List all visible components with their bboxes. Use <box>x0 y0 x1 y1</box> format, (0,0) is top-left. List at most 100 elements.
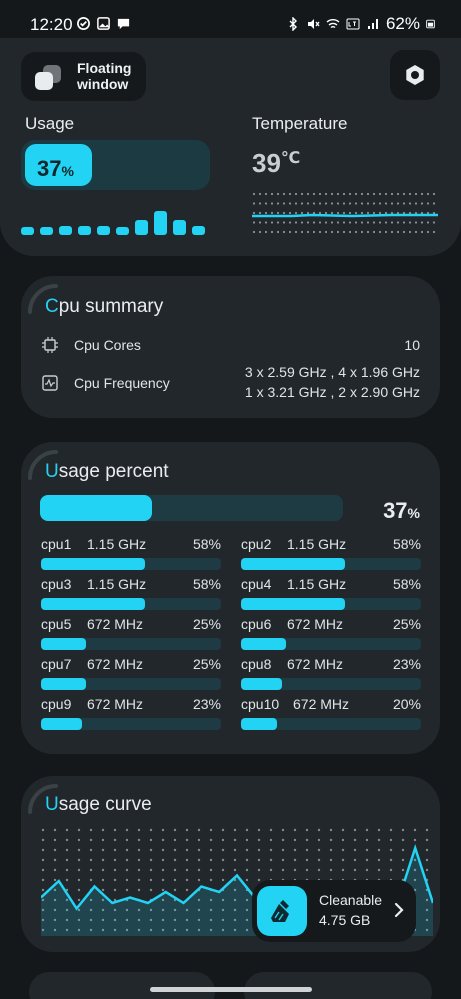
core-usage-fill <box>241 678 283 690</box>
core-usage-track <box>41 678 221 690</box>
temperature-label: Temperature <box>252 114 348 133</box>
usage-history-bar <box>173 220 186 235</box>
usage-history-bar <box>116 227 129 235</box>
battery-icon <box>426 19 435 29</box>
usage-history-bars <box>21 211 205 235</box>
core-percent: 25% <box>192 616 221 632</box>
usage-history-bar <box>192 226 205 235</box>
cleanable-button[interactable]: Cleanable 4.75 GB <box>252 880 416 942</box>
core-frequency: 672 MHz <box>287 616 344 632</box>
core-name: cpu2 <box>241 536 272 552</box>
status-time: 12:20 <box>30 15 73 34</box>
core-frequency: 672 MHz <box>293 696 350 712</box>
bluetooth-icon <box>289 17 297 31</box>
core-percent: 23% <box>192 696 221 712</box>
cpu-frequency-value: 3 x 2.59 GHz , 4 x 1.96 GHz 1 x 3.21 GHz… <box>244 364 420 400</box>
core-usage-fill <box>41 558 146 570</box>
cpu-summary-card: Cpu summary Cpu Cores 10 Cpu Frequency 3… <box>21 276 440 418</box>
core-usage-item: cpu1 1.15 GHz 58% <box>41 536 221 572</box>
core-name: cpu6 <box>241 616 272 632</box>
cleanable-size: 4.75 GB <box>319 912 371 928</box>
battery-percent: 62% <box>385 14 420 33</box>
card-corner-arc <box>28 784 58 814</box>
settings-button[interactable] <box>390 50 440 100</box>
check-circle-icon <box>77 17 90 30</box>
core-usage-item: cpu7 672 MHz 25% <box>41 656 221 692</box>
core-frequency: 672 MHz <box>87 616 144 632</box>
usage-history-bar <box>21 227 34 235</box>
core-usage-item: cpu10 672 MHz 20% <box>241 696 421 732</box>
core-name: cpu8 <box>241 656 272 672</box>
core-percent: 58% <box>192 576 221 592</box>
volte-lte-icon <box>346 18 360 30</box>
chat-bubble-icon <box>117 18 130 30</box>
core-usage-fill <box>241 638 286 650</box>
core-frequency: 1.15 GHz <box>87 576 147 592</box>
gear-icon <box>406 65 424 85</box>
core-name: cpu1 <box>41 536 72 552</box>
core-usage-track <box>241 598 421 610</box>
core-usage-track <box>241 638 421 650</box>
core-percent: 25% <box>192 656 221 672</box>
core-usage-fill <box>41 638 86 650</box>
core-usage-track <box>41 718 221 730</box>
core-usage-item: cpu3 1.15 GHz 58% <box>41 576 221 612</box>
core-name: cpu4 <box>241 576 272 592</box>
usage-bar-fill: 37% <box>25 144 92 186</box>
temperature-graph <box>252 192 438 234</box>
core-name: cpu10 <box>241 696 280 712</box>
broom-icon <box>257 886 307 936</box>
cpu-frequency-label: Cpu Frequency <box>74 375 170 391</box>
core-frequency: 1.15 GHz <box>287 576 347 592</box>
core-usage-item: cpu6 672 MHz 25% <box>241 616 421 652</box>
usage-history-bar <box>154 211 167 235</box>
overall-usage-fill <box>40 495 153 521</box>
core-frequency: 672 MHz <box>87 656 144 672</box>
core-usage-item: cpu8 672 MHz 23% <box>241 656 421 692</box>
chevron-right-icon <box>394 902 404 918</box>
usage-percent-title: Usage percent <box>45 461 169 482</box>
cleanable-label: Cleanable <box>319 892 383 908</box>
core-usage-fill <box>41 718 83 730</box>
core-percent: 58% <box>192 536 221 552</box>
cpu-cores-value: 10 <box>404 337 420 353</box>
cpu-frequency-icon <box>42 375 58 391</box>
core-usage-track <box>41 558 221 570</box>
core-usage-track <box>241 678 421 690</box>
temperature-value: 39℃ <box>252 148 301 178</box>
core-percent: 25% <box>392 616 421 632</box>
usage-history-bar <box>59 226 72 235</box>
core-percent: 20% <box>392 696 421 712</box>
core-name: cpu7 <box>41 656 72 672</box>
core-frequency: 1.15 GHz <box>287 536 347 552</box>
floating-window-button[interactable]: Floating window <box>21 52 146 101</box>
mute-icon <box>307 19 320 29</box>
signal-icon <box>367 19 378 29</box>
core-usage-item: cpu5 672 MHz 25% <box>41 616 221 652</box>
usage-history-bar <box>40 227 53 235</box>
wifi-icon <box>326 19 340 29</box>
usage-bar: 37% <box>21 140 210 190</box>
cpu-chip-icon <box>42 337 58 353</box>
usage-history-bar <box>97 226 110 235</box>
usage-percent-card: Usage percent 37% cpu1 1.15 GHz 58% cpu2 1.1… <box>21 442 440 754</box>
overall-usage-bar <box>40 495 343 521</box>
floating-window-icon <box>35 65 61 90</box>
core-usage-fill <box>41 678 86 690</box>
usage-value: 37% <box>37 156 74 181</box>
top-panel: Floating window Usage 37% Temperature 39… <box>0 38 461 256</box>
core-name: cpu5 <box>41 616 72 632</box>
usage-curve-title: Usage curve <box>45 794 152 815</box>
card-corner-arc <box>28 284 58 314</box>
core-percent: 58% <box>392 576 421 592</box>
home-indicator[interactable] <box>150 987 312 992</box>
usage-history-bar <box>135 220 148 235</box>
cpu-cores-label: Cpu Cores <box>74 337 141 353</box>
card-corner-arc <box>28 450 58 480</box>
core-usage-fill <box>241 558 346 570</box>
core-usage-track <box>241 718 421 730</box>
core-usage-fill <box>41 598 146 610</box>
core-usage-track <box>41 598 221 610</box>
core-usage-track <box>41 638 221 650</box>
core-percent: 23% <box>392 656 421 672</box>
